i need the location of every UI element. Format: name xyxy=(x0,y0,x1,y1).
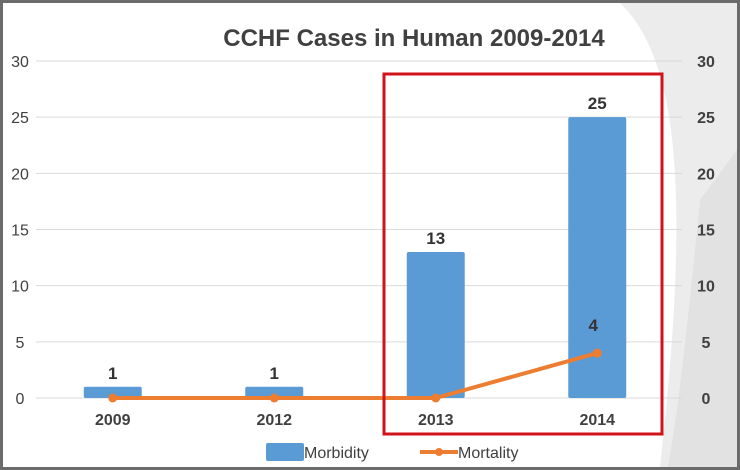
y-tick-label: 0 xyxy=(16,391,25,408)
x-tick-label: 2012 xyxy=(256,412,292,429)
x-tick-label: 2009 xyxy=(95,412,131,429)
chart: CCHF Cases in Human 2009-2014 0510152025… xyxy=(11,3,737,467)
y2-tick-label: 25 xyxy=(697,110,715,127)
legend-swatch-morbidity xyxy=(266,443,304,461)
y2-tick-label: 5 xyxy=(702,335,711,352)
legend-label-mortality: Mortality xyxy=(458,445,518,462)
point-mortality-2014 xyxy=(592,348,602,358)
y2-tick-label: 10 xyxy=(697,279,715,296)
highlight-box xyxy=(382,72,664,436)
chart-title: CCHF Cases in Human 2009-2014 xyxy=(223,25,605,52)
x-tick-label: 2013 xyxy=(418,412,454,429)
y-tick-label: 25 xyxy=(11,110,29,127)
point-mortality-2009 xyxy=(108,393,118,403)
x-tick-label: 2014 xyxy=(579,412,615,429)
y-tick-label: 30 xyxy=(11,54,29,71)
data-label-morbidity: 25 xyxy=(588,94,607,113)
line-mortality xyxy=(112,351,598,400)
bar-morbidity-2009 xyxy=(83,386,142,398)
y-tick-label: 20 xyxy=(11,166,29,183)
y-tick-label: 15 xyxy=(11,223,29,240)
y-tick-label: 10 xyxy=(11,279,29,296)
bar-morbidity-2012 xyxy=(245,386,304,398)
data-label-morbidity: 13 xyxy=(426,229,445,248)
point-mortality-2013 xyxy=(431,393,441,403)
legend-label-morbidity: Morbidity xyxy=(304,445,369,462)
bar-morbidity-2014 xyxy=(568,117,627,399)
legend: Morbidity Mortality xyxy=(266,443,518,462)
data-label-morbidity: 1 xyxy=(108,364,117,383)
point-mortality-2012 xyxy=(269,393,279,403)
y2-tick-label: 30 xyxy=(697,54,715,71)
data-label-morbidity: 1 xyxy=(270,364,279,383)
y2-tick-label: 20 xyxy=(697,166,715,183)
y2-tick-label: 15 xyxy=(697,223,715,240)
data-label-mortality: 4 xyxy=(589,316,599,335)
background-swoosh-inner xyxy=(668,150,737,467)
legend-marker-mortality xyxy=(435,448,443,456)
y-tick-label: 5 xyxy=(16,335,25,352)
y2-tick-label: 0 xyxy=(702,391,711,408)
bar-morbidity-2013 xyxy=(406,251,465,398)
